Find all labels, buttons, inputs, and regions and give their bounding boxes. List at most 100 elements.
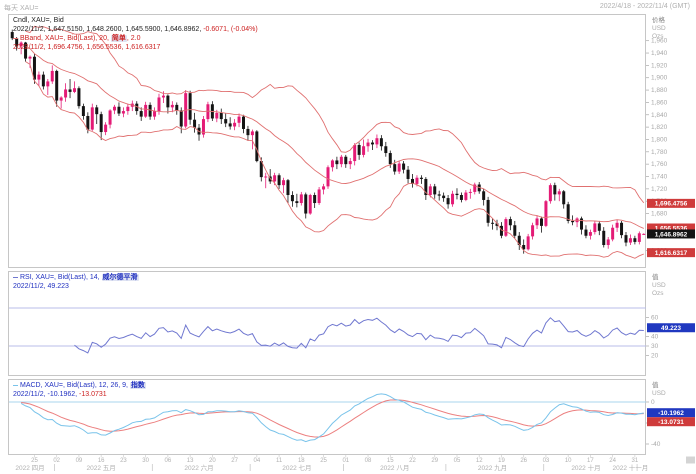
svg-text:1,720: 1,720 bbox=[651, 186, 668, 193]
svg-text:24: 24 bbox=[609, 458, 616, 464]
svg-text:2022 八月: 2022 八月 bbox=[380, 464, 409, 472]
svg-text:1,680: 1,680 bbox=[651, 211, 668, 218]
svg-text:1,860: 1,860 bbox=[651, 99, 668, 106]
svg-text:30: 30 bbox=[142, 458, 149, 464]
svg-text:60: 60 bbox=[651, 315, 659, 322]
candle-legend-ohlc: 2022/11/2, 1,647.5150, 1,648.2600, 1,645… bbox=[13, 26, 202, 33]
svg-text:17: 17 bbox=[587, 458, 594, 464]
svg-text:22: 22 bbox=[409, 458, 416, 464]
svg-text:1,780: 1,780 bbox=[651, 149, 668, 156]
macd-legend: MACD, XAU=, Bid(Last), 12, 26, 9, 指数 202… bbox=[13, 381, 146, 399]
rsi-axis-unit: USD bbox=[652, 282, 666, 289]
candles-layer bbox=[10, 29, 646, 254]
rsi-layer bbox=[9, 307, 646, 354]
bband-swatch bbox=[13, 37, 18, 39]
svg-text:1,616.6317: 1,616.6317 bbox=[655, 250, 688, 257]
rsi-swatch bbox=[13, 276, 18, 278]
svg-text:2022 四月: 2022 四月 bbox=[15, 464, 44, 472]
macd-ma-mode[interactable]: 指数 bbox=[129, 382, 146, 389]
svg-text:27: 27 bbox=[231, 458, 238, 464]
rsi-axis-title: 值 bbox=[652, 274, 659, 281]
svg-text:1,960: 1,960 bbox=[651, 38, 668, 45]
bband-legend: BBand, XAU=, Bid(Last), 20, bbox=[20, 35, 111, 42]
bband-legend-tail: , 2.0 bbox=[126, 35, 141, 42]
svg-text:09: 09 bbox=[76, 458, 83, 464]
rsi-legend-values: 2022/11/2, 49.223 bbox=[13, 283, 69, 290]
macd-axis-title: 值 bbox=[652, 382, 659, 389]
svg-text:15: 15 bbox=[387, 458, 394, 464]
svg-text:2022 十一月: 2022 十一月 bbox=[613, 463, 649, 472]
svg-text:29: 29 bbox=[431, 458, 438, 464]
axis-tags: 1,696.4756 1,656.5536 1,616.6317 1,646.8962… bbox=[647, 198, 695, 427]
price-axis-header: 价格 USD Ozs bbox=[652, 17, 666, 41]
macd-swatch bbox=[13, 384, 18, 386]
svg-text:2022 五月: 2022 五月 bbox=[87, 464, 116, 472]
time-axis: 25 02 09 16 23 30 06 13 20 27 04 11 18 25 01 08 15 22 29 05… bbox=[15, 455, 695, 472]
svg-text:13: 13 bbox=[187, 458, 194, 464]
candle-legend-change: -0.6071, (-0.04%) bbox=[203, 26, 258, 33]
macd-layer bbox=[9, 393, 646, 443]
rsi-smoothing-mode[interactable]: 威尔德平滑 bbox=[101, 274, 139, 281]
svg-text:-10.1962: -10.1962 bbox=[658, 410, 684, 417]
svg-text:20: 20 bbox=[651, 353, 659, 360]
svg-text:1,656.5536: 1,656.5536 bbox=[655, 225, 688, 232]
svg-text:25: 25 bbox=[320, 458, 327, 464]
svg-text:1,940: 1,940 bbox=[651, 50, 668, 57]
rsi-legend: RSI, XAU=, Bid(Last), 14, 威尔德平滑 2022/11/… bbox=[13, 273, 139, 291]
svg-text:1,900: 1,900 bbox=[651, 75, 668, 82]
interval-symbol-label[interactable]: 每天 XAU= bbox=[4, 5, 39, 12]
svg-text:05: 05 bbox=[454, 458, 461, 464]
svg-text:23: 23 bbox=[120, 458, 127, 464]
svg-text:1,880: 1,880 bbox=[651, 87, 668, 94]
svg-text:2022 六月: 2022 六月 bbox=[184, 463, 213, 472]
svg-text:08: 08 bbox=[365, 458, 372, 464]
main-legend: Cndl, XAU=, Bid 2022/11/2, 1,647.5150, 1… bbox=[13, 16, 258, 52]
svg-text:1,820: 1,820 bbox=[651, 124, 668, 131]
svg-text:0: 0 bbox=[651, 399, 655, 406]
svg-text:2022 十月: 2022 十月 bbox=[571, 463, 600, 472]
svg-text:02: 02 bbox=[53, 458, 60, 464]
svg-text:06: 06 bbox=[165, 458, 172, 464]
svg-text:19: 19 bbox=[498, 458, 505, 464]
svg-text:-40: -40 bbox=[651, 441, 661, 448]
rsi-axis-header: 值 USD Ozs bbox=[652, 274, 666, 298]
rsi-axis-unit2: Ozs bbox=[652, 290, 664, 297]
price-axis-unit: USD bbox=[652, 25, 666, 32]
rsi-legend-title: RSI, XAU=, Bid(Last), 14, bbox=[20, 274, 102, 281]
bband-ma-mode[interactable]: 简单 bbox=[110, 35, 127, 42]
candle-legend-title: Cndl, XAU=, Bid bbox=[13, 17, 64, 24]
svg-text:25: 25 bbox=[31, 458, 38, 464]
svg-text:2022 九月: 2022 九月 bbox=[478, 463, 507, 472]
svg-text:04: 04 bbox=[253, 458, 260, 464]
svg-text:1,760: 1,760 bbox=[651, 161, 668, 168]
main-price-panel bbox=[8, 14, 646, 268]
bband-legend-values: 2022/11/2, 1,696.4756, 1,656.5536, 1,616… bbox=[13, 44, 161, 51]
svg-text:1,646.8962: 1,646.8962 bbox=[655, 231, 688, 238]
svg-text:11: 11 bbox=[276, 458, 283, 464]
svg-text:1,840: 1,840 bbox=[651, 112, 668, 119]
date-range-label: 2022/4/18 - 2022/11/4 (GMT) bbox=[599, 3, 690, 10]
svg-text:1,920: 1,920 bbox=[651, 62, 668, 69]
svg-text:20: 20 bbox=[209, 458, 216, 464]
svg-text:03: 03 bbox=[543, 458, 550, 464]
svg-text:30: 30 bbox=[651, 343, 659, 350]
svg-text:10: 10 bbox=[565, 458, 572, 464]
rsi-panel bbox=[8, 271, 646, 376]
price-axis-unit2: Ozs bbox=[652, 33, 664, 40]
svg-text:01: 01 bbox=[342, 458, 349, 464]
macd-legend-title: MACD, XAU=, Bid(Last), 12, 26, 9, bbox=[20, 382, 130, 389]
svg-text:1,740: 1,740 bbox=[651, 173, 668, 180]
svg-text:40: 40 bbox=[651, 334, 659, 341]
macd-axis-unit: USD bbox=[652, 390, 666, 397]
svg-text:49.223: 49.223 bbox=[661, 325, 681, 332]
macd-panel bbox=[8, 379, 646, 455]
macd-signal-value: -13.0731 bbox=[79, 391, 107, 398]
bollinger-layer bbox=[25, 25, 645, 259]
svg-text:31: 31 bbox=[632, 458, 639, 464]
svg-text:26: 26 bbox=[520, 458, 527, 464]
svg-text:-13.0731: -13.0731 bbox=[658, 419, 684, 426]
svg-text:12: 12 bbox=[476, 458, 483, 464]
svg-text:1,800: 1,800 bbox=[651, 136, 668, 143]
macd-legend-value: 2022/11/2, -10.1962, bbox=[13, 391, 80, 398]
